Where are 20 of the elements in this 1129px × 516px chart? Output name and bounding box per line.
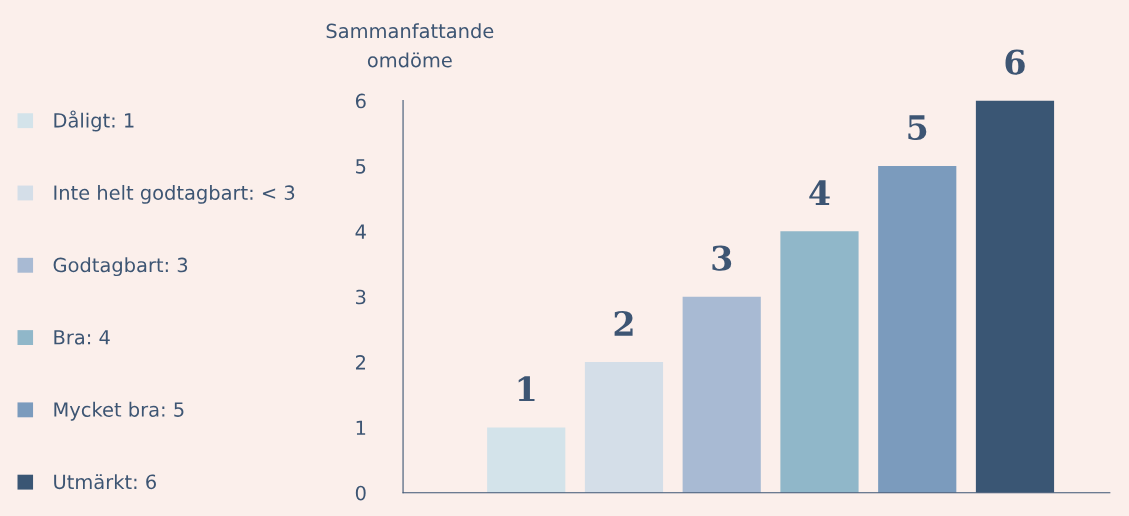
legend-label: Utmärkt: 6: [54, 474, 156, 490]
data-label: 5: [908, 115, 927, 141]
data-label: 2: [614, 310, 633, 336]
legend-label: Inte helt godtagbart: < 3: [54, 184, 295, 204]
data-label: 1: [518, 376, 535, 402]
data-label: 3: [712, 245, 732, 271]
y-tick-label: 3: [356, 289, 366, 305]
y-tick-label: 1: [356, 420, 366, 435]
y-tick-label: 0: [355, 485, 366, 501]
y-axis-title: Sammanfattande omdöme: [326, 23, 494, 68]
y-tick-label: 5: [356, 159, 366, 174]
y-tick-label: 4: [355, 224, 366, 239]
data-label: 4: [809, 180, 830, 205]
y-tick-label: 2: [356, 355, 365, 370]
y-tick-label: 6: [355, 93, 366, 109]
legend-label: Dåligt: 1: [54, 110, 134, 132]
legend-label: Godtagbart: 3: [53, 257, 188, 277]
data-label: 6: [1005, 49, 1025, 75]
legend-label: Bra: 4: [54, 330, 110, 345]
legend-label: Mycket bra: 5: [54, 401, 184, 421]
